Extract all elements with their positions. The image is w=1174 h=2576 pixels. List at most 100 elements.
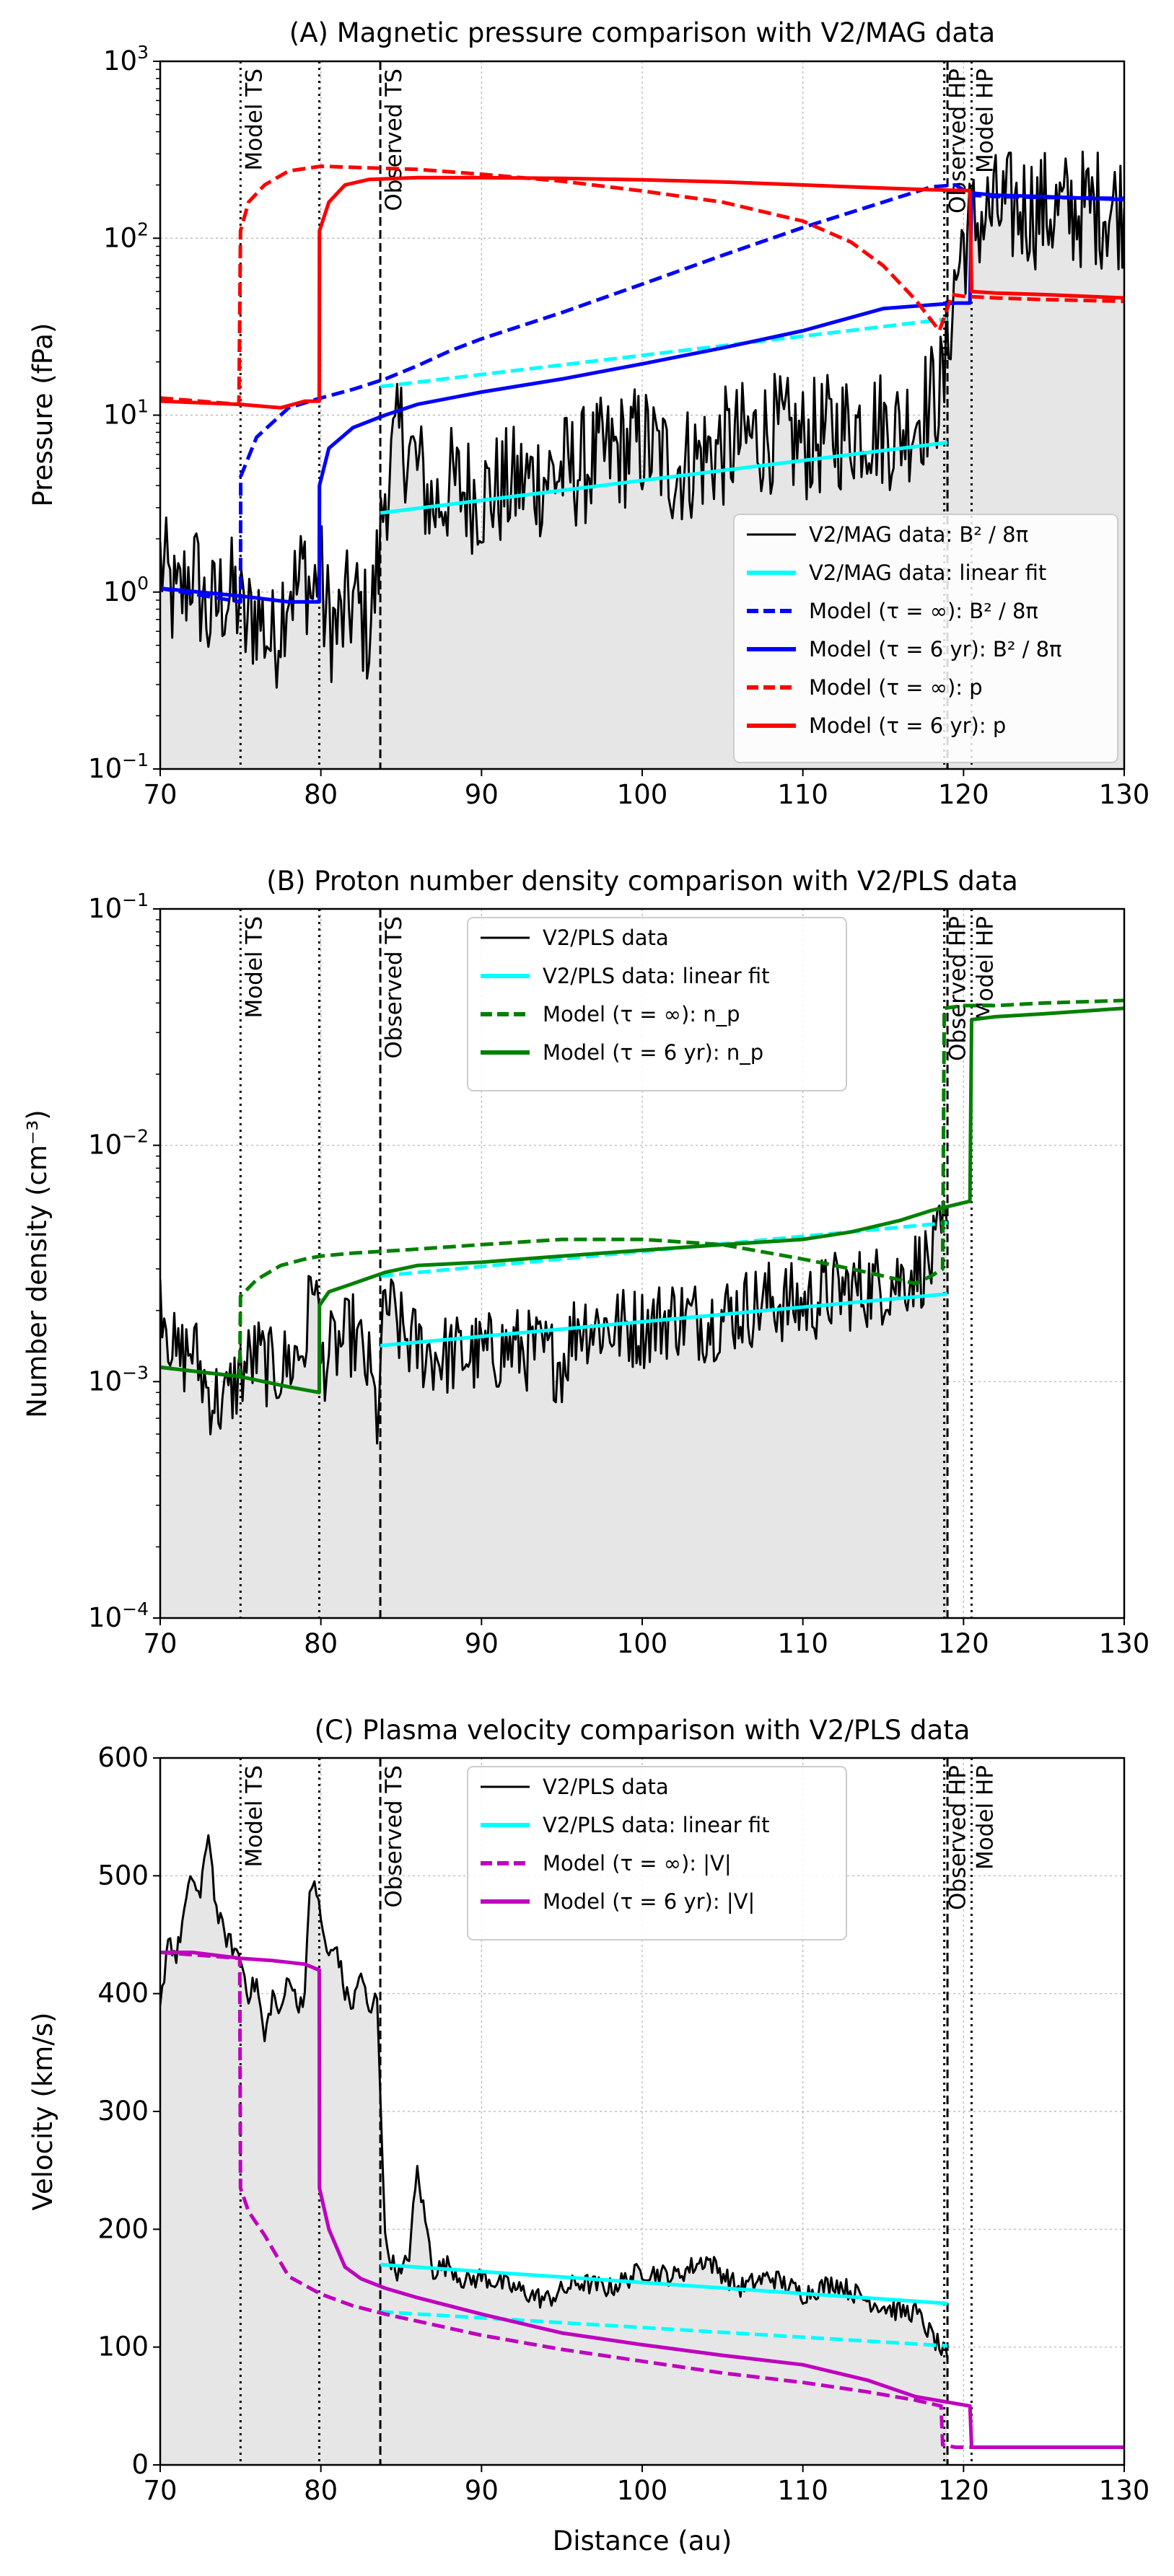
y-tick-label: 300	[97, 2096, 149, 2127]
panel-b-legend: V2/PLS data V2/PLS data: linear fit Model …	[467, 917, 847, 1091]
x-tick-label: 120	[938, 2475, 989, 2506]
legend-label: V2/PLS data	[543, 1775, 669, 1799]
x-tick-label: 100	[617, 2475, 668, 2506]
x-tick-label: 90	[465, 779, 499, 810]
panel-c-title: (C) Plasma velocity comparison with V2/P…	[315, 1715, 971, 1746]
panel-a-ylabel: Pressure (fPa)	[27, 323, 58, 507]
series-line-1	[380, 2262, 948, 2305]
legend-label: Model (τ = 6 yr): p	[809, 713, 1006, 738]
y-tick-base: 10	[103, 45, 137, 76]
boundary-label-3: Observed HP	[945, 916, 971, 1061]
y-tick-base: 10	[88, 753, 122, 784]
legend-label: V2/PLS data	[543, 926, 669, 950]
y-tick-label: 10−1	[88, 889, 149, 924]
y-tick-label: 10−2	[88, 1126, 149, 1161]
panel-c: (C) Plasma velocity comparison with V2/P…	[27, 1715, 1149, 2557]
data-fill-area	[160, 1835, 948, 2465]
panel-c-ylabel: Velocity (km/s)	[27, 2013, 58, 2211]
x-tick-label: 110	[777, 1628, 828, 1659]
x-tick-label: 110	[777, 2475, 828, 2506]
y-tick-exponent: −2	[122, 1126, 149, 1147]
y-tick-label: 400	[97, 1978, 149, 2009]
legend-box	[733, 514, 1118, 763]
y-tick-exponent: −1	[122, 749, 149, 770]
panel-b-ylabel: Number density (cm⁻³)	[22, 1109, 53, 1417]
y-tick-label: 100	[103, 573, 149, 607]
x-tick-label: 120	[938, 779, 989, 810]
panel-b-ylabel-text: Number density (cm⁻³)	[22, 1109, 53, 1417]
panel-a: (A) Magnetic pressure comparison with V2…	[27, 17, 1149, 810]
x-tick-label: 70	[143, 1628, 177, 1659]
boundary-label-5: Model HP	[972, 916, 998, 1021]
y-tick-exponent: −3	[122, 1362, 149, 1383]
y-tick-label: 103	[103, 42, 149, 76]
y-tick-exponent: 0	[137, 573, 149, 594]
y-tick-base: 10	[88, 1366, 122, 1397]
x-tick-label: 80	[304, 2475, 338, 2506]
boundary-label-0: Model TS	[241, 1765, 267, 1868]
legend-label: Model (τ = ∞): B² / 8π	[809, 599, 1038, 623]
boundary-label-0: Model TS	[241, 69, 267, 171]
x-tick-label: 70	[143, 2475, 177, 2506]
x-tick-label: 100	[617, 779, 668, 810]
legend-label: V2/MAG data: B² / 8π	[809, 522, 1028, 547]
x-tick-label: 90	[465, 1628, 499, 1659]
panel-a-title: (A) Magnetic pressure comparison with V2…	[289, 17, 995, 48]
series-line-3	[160, 998, 1124, 1379]
legend-label: Model (τ = ∞): n_p	[543, 1002, 740, 1027]
y-tick-exponent: 3	[137, 42, 149, 63]
y-tick-exponent: −4	[122, 1599, 149, 1619]
series-line-2	[380, 2310, 948, 2348]
x-tick-label: 130	[1099, 779, 1150, 810]
y-tick-label: 101	[103, 396, 149, 431]
panel-c-xlabel: Distance (au)	[553, 2526, 732, 2557]
legend-label: Model (τ = 6 yr): B² / 8π	[809, 637, 1062, 661]
legend-label: Model (τ = ∞): p	[809, 675, 983, 700]
data-fill-area	[160, 1201, 948, 1618]
series-line-2	[380, 317, 948, 389]
x-tick-label: 130	[1099, 2475, 1150, 2506]
y-tick-base: 10	[88, 893, 122, 924]
series-line-1	[380, 1292, 948, 1348]
series-line-6	[160, 175, 1124, 410]
y-tick-base: 10	[88, 1602, 122, 1633]
y-tick-label: 100	[97, 2331, 149, 2362]
x-tick-label: 100	[617, 1628, 668, 1659]
legend-label: Model (τ = 6 yr): |V|	[543, 1889, 755, 1914]
legend-label: Model (τ = ∞): |V|	[543, 1851, 732, 1876]
panel-b: (B) Proton number density comparison wit…	[22, 866, 1149, 1659]
series-line-5	[160, 164, 1124, 407]
y-tick-exponent: 1	[137, 396, 149, 417]
legend-label: Model (τ = 6 yr): n_p	[543, 1040, 763, 1065]
y-tick-exponent: −1	[122, 889, 149, 910]
panel-a-legend: V2/MAG data: B² / 8π V2/MAG data: linear …	[733, 514, 1118, 763]
panel-c-data-fill	[160, 1835, 948, 2465]
y-tick-base: 10	[103, 400, 137, 431]
boundary-label-3: Observed HP	[945, 1765, 971, 1910]
series-line-4	[160, 1951, 1124, 2449]
y-tick-base: 10	[103, 576, 137, 607]
panel-c-series	[160, 1834, 1124, 2449]
boundary-label-5: Model HP	[972, 69, 998, 173]
boundary-label-2: Observed TS	[381, 1765, 407, 1908]
y-tick-label: 102	[103, 219, 149, 253]
series-line-0	[160, 1200, 949, 1445]
panel-b-title: (B) Proton number density comparison wit…	[266, 866, 1018, 897]
y-tick-base: 10	[103, 222, 137, 253]
legend-label: V2/PLS data: linear fit	[543, 964, 770, 988]
x-tick-label: 110	[777, 779, 828, 810]
x-tick-label: 90	[465, 2475, 499, 2506]
x-tick-label: 120	[938, 1628, 989, 1659]
boundary-label-2: Observed TS	[381, 916, 407, 1059]
panel-c-axes: 70 80 90 100 110 120 130 0 100 200 300 400 500 600	[97, 1742, 1149, 2506]
x-tick-label: 70	[143, 779, 177, 810]
panel-c-legend: V2/PLS data V2/PLS data: linear fit Model …	[467, 1766, 847, 1940]
legend-box	[467, 1766, 847, 1940]
panel-a-series	[160, 150, 1124, 689]
y-tick-base: 10	[88, 1130, 122, 1161]
boundary-label-2: Observed TS	[381, 69, 407, 211]
series-line-0	[160, 150, 1124, 689]
